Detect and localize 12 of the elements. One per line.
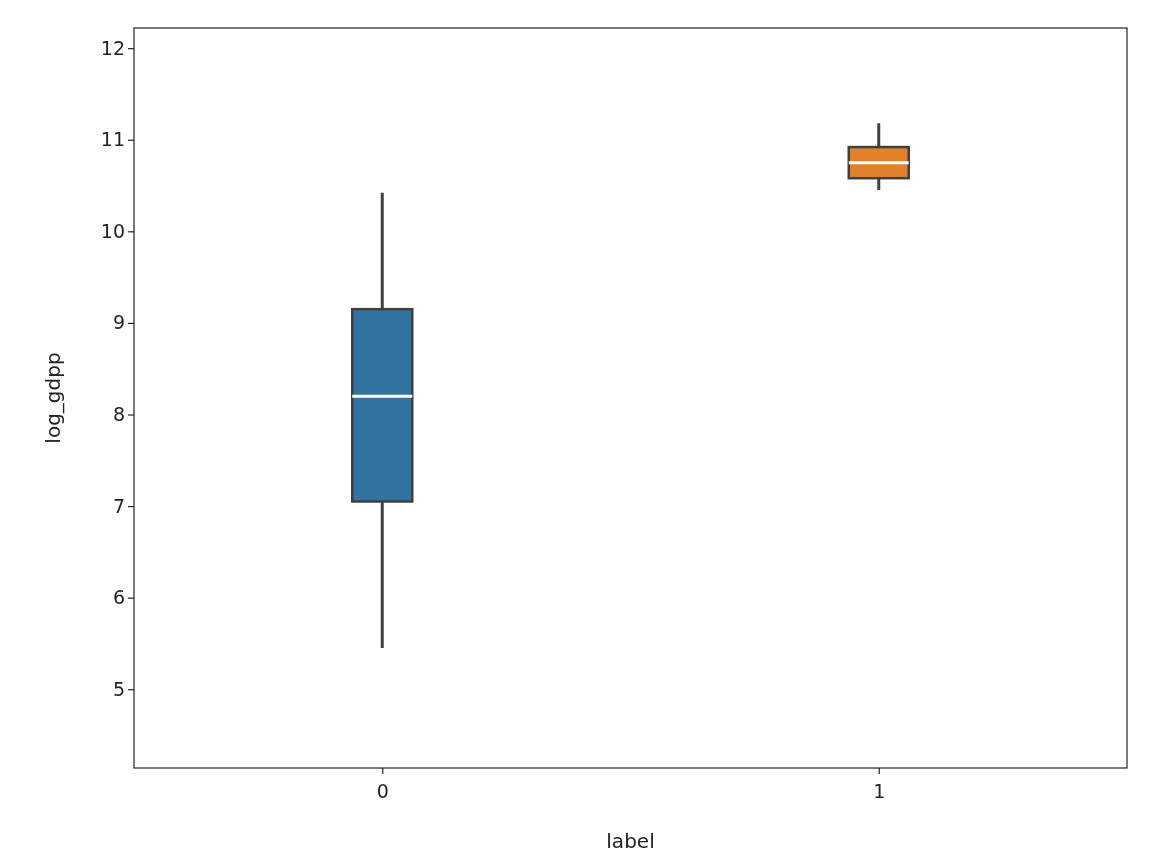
y-tick-label: 6: [112, 586, 125, 609]
x-axis-title: label: [606, 829, 655, 853]
y-axis-title: log_gdpp: [41, 352, 65, 444]
y-tick-label: 9: [112, 311, 125, 334]
y-tick-label: 5: [112, 677, 125, 700]
y-tick-label: 7: [112, 494, 125, 517]
y-tick-label: 10: [100, 219, 125, 242]
y-tick-label: 11: [100, 128, 125, 151]
y-tick-label: 12: [100, 36, 125, 59]
x-tick-label: 0: [376, 779, 389, 802]
y-tick-label: 8: [112, 403, 125, 426]
x-tick-label: 1: [873, 779, 886, 802]
